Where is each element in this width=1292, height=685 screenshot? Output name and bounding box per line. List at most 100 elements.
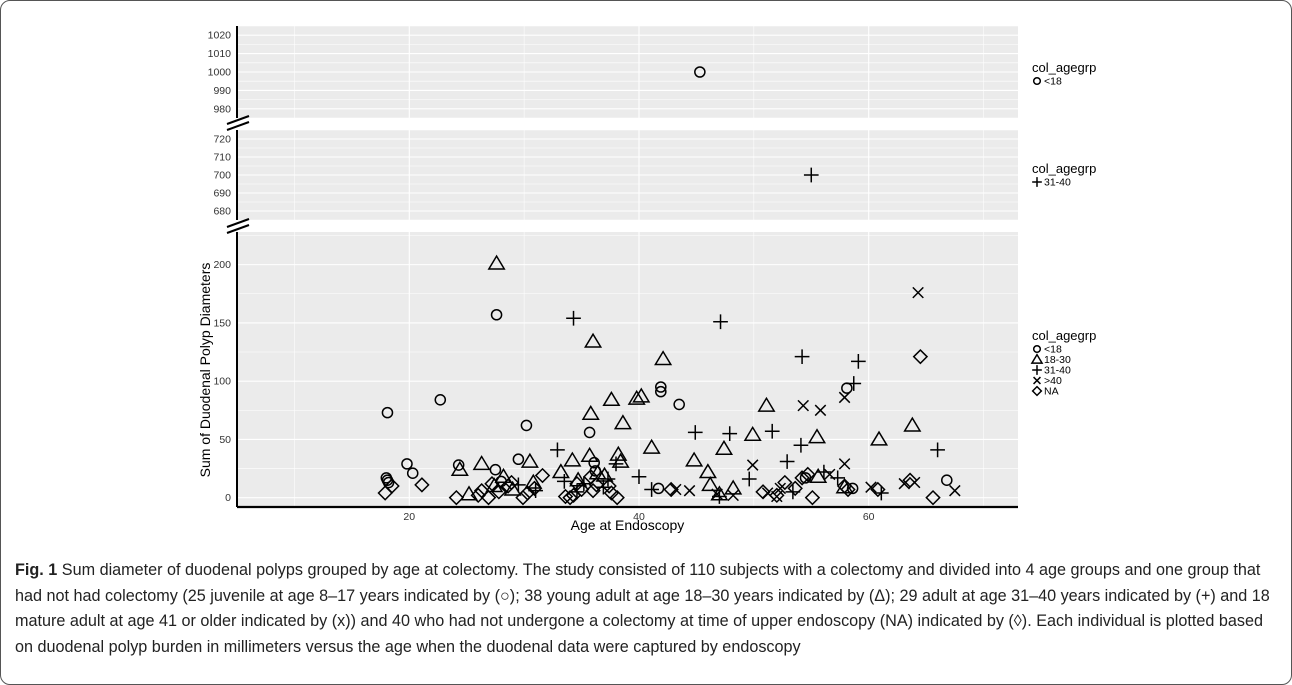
data-point-diamond (787, 480, 803, 497)
data-point-triangle (520, 452, 539, 468)
data-point-circle (655, 385, 667, 398)
data-point-triangle (450, 460, 469, 476)
data-point-diamond (500, 478, 516, 494)
legend-upper: col_agegrp<18 (1032, 60, 1096, 88)
data-point-cross (823, 468, 836, 481)
data-point-circle (452, 459, 465, 471)
data-point-circle (406, 467, 419, 479)
legend-key-plus (1032, 177, 1042, 187)
data-point-cross (814, 404, 827, 417)
y-tick-label: 50 (219, 434, 231, 446)
panel-upper: 980 990 1000 1010 1020 (208, 25, 1018, 119)
data-point-circle (673, 398, 685, 411)
data-point-diamond (534, 467, 551, 484)
data-point-plus (851, 353, 866, 369)
data-point-circle (652, 482, 665, 495)
data-point-circle (588, 456, 600, 469)
y-tick-label: 990 (213, 85, 231, 97)
data-point-triangle (581, 404, 600, 421)
y-tick-label: 700 (213, 170, 231, 182)
data-point-circle (401, 458, 413, 470)
legend-key-cross (1033, 376, 1041, 385)
data-point-diamond (769, 487, 785, 504)
data-point-circle (941, 474, 953, 486)
x-axis-title: Age at Endoscopy (571, 517, 685, 533)
data-point-plus (779, 454, 795, 469)
y-tick-label: 150 (213, 317, 231, 329)
data-point-cross (746, 459, 759, 471)
data-point-cross (683, 484, 696, 497)
data-point-diamond (663, 481, 679, 498)
data-point-triangle (494, 467, 513, 483)
data-point-diamond (804, 489, 821, 506)
y-tick-label: 1020 (208, 30, 232, 42)
data-point-diamond (448, 489, 465, 506)
data-point-cross (838, 458, 851, 470)
data-point-cross (838, 391, 851, 404)
figure-caption: Fig. 1 Sum diameter of duodenal polyps g… (15, 558, 1275, 660)
data-point-plus (644, 482, 659, 497)
data-point-plus (764, 423, 780, 439)
break-line (226, 121, 250, 131)
x-tick-label: 60 (863, 511, 875, 523)
data-point-cross (912, 286, 924, 299)
data-point-plus (550, 442, 565, 458)
y-tick-label: 1010 (208, 48, 232, 60)
data-point-plus (608, 456, 624, 472)
data-point-triangle (503, 480, 522, 496)
data-point-triangle (632, 387, 651, 403)
data-point-circle (512, 453, 525, 466)
data-point-triangle (743, 425, 762, 442)
data-point-diamond (562, 489, 578, 506)
data-point-triangle (757, 396, 776, 412)
data-point-triangle (524, 473, 543, 489)
legend-key-circle (1032, 76, 1042, 86)
data-point-plus (846, 376, 862, 391)
legend-label: 18-30 (1044, 354, 1071, 366)
data-point-triangle (869, 430, 889, 446)
data-point-diamond (519, 485, 536, 501)
x-tick-label: 20 (403, 511, 415, 523)
data-point-diamond (800, 466, 816, 483)
data-point-diamond (840, 481, 856, 498)
data-point-diamond (925, 489, 941, 506)
data-point-cross (711, 488, 723, 500)
data-point-diamond (601, 478, 617, 494)
data-point-circle (381, 406, 394, 419)
data-point-diamond (515, 489, 531, 506)
data-point-diamond (569, 475, 585, 492)
data-point-diamond (609, 489, 625, 506)
data-point-diamond (384, 478, 400, 494)
data-point-diamond (588, 477, 605, 493)
y-tick-label: 100 (213, 376, 231, 388)
data-point-diamond (470, 487, 486, 504)
data-point-triangle (698, 463, 717, 479)
data-point-triangle (807, 428, 827, 444)
panel-background (237, 232, 1018, 507)
y-tick-label: 1000 (208, 67, 232, 79)
legend-title: col_agegrp (1032, 161, 1096, 176)
data-point-triangle (602, 390, 621, 407)
data-point-triangle (563, 451, 582, 467)
data-point-plus (741, 471, 757, 487)
legend-label: <18 (1044, 344, 1062, 356)
data-point-circle (490, 308, 503, 321)
data-point-diamond (794, 470, 810, 486)
legend-label: 31-40 (1044, 365, 1071, 377)
y-tick-label: 710 (213, 152, 231, 164)
chart-plot: 980990100010101020col_agegrp<18680690700… (197, 25, 1096, 533)
data-point-circle (434, 394, 447, 406)
data-point-diamond (503, 474, 520, 491)
data-point-triangle (903, 416, 922, 432)
data-point-triangle (580, 446, 599, 462)
break-line (226, 218, 250, 228)
data-point-plus (722, 426, 738, 441)
break-mark-upper (226, 115, 250, 131)
data-point-cross (797, 399, 810, 412)
break-line (226, 115, 250, 125)
break-mark-lower (226, 218, 250, 234)
data-point-triangle (642, 438, 661, 454)
data-point-cross (669, 483, 682, 496)
data-point-cross (774, 482, 787, 495)
